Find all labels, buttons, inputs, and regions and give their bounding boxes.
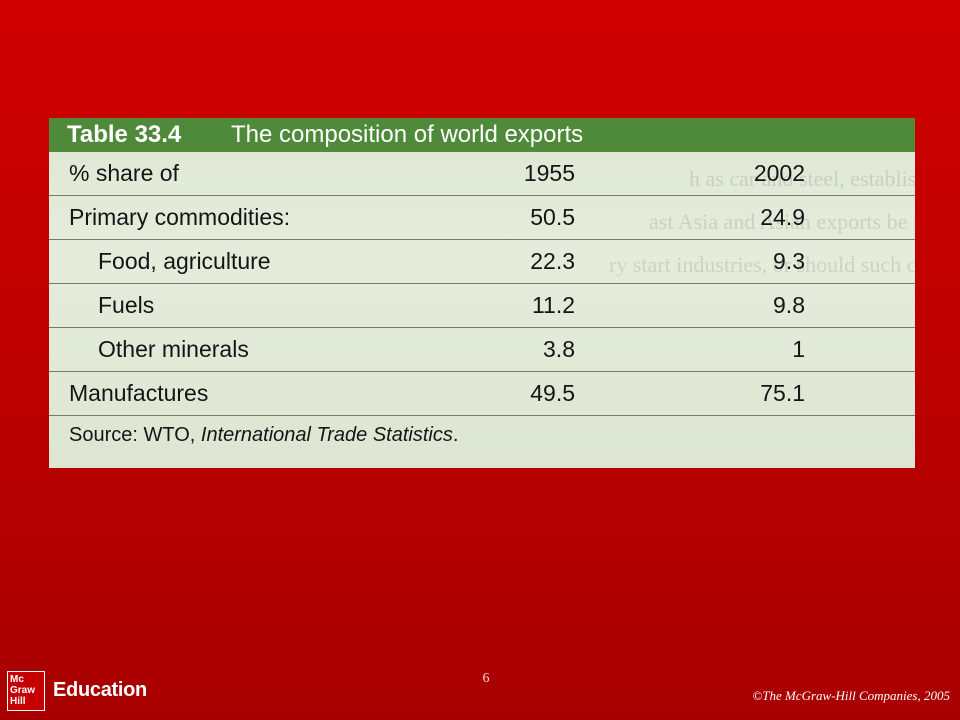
row-value-2002: 24.9	[760, 204, 805, 230]
table-header-row: % share of 1955 2002	[49, 152, 915, 196]
table-row: Primary commodities: 50.5 24.9	[49, 196, 915, 240]
mcgraw-hill-logo-box: Mc Graw Hill	[7, 671, 45, 711]
table-row: Manufactures 49.5 75.1	[49, 372, 915, 416]
logo-line-hill: Hill	[10, 696, 26, 707]
table-row: Other minerals 3.8 1	[49, 328, 915, 372]
row-value-2002: 9.3	[773, 248, 805, 274]
row-value-2002: 75.1	[760, 380, 805, 406]
logo-line-mc: Mc	[10, 674, 24, 685]
row-label: Other minerals	[98, 336, 249, 362]
row-value-1955: 49.5	[530, 380, 575, 406]
source-suffix: .	[452, 424, 459, 446]
row-value-1955: 22.3	[530, 248, 575, 274]
row-value-2002: 9.8	[773, 292, 805, 318]
page-number: 6	[482, 671, 490, 686]
row-value-1955: 3.8	[543, 336, 575, 362]
column-header-2002: 2002	[753, 160, 805, 186]
row-label: Primary commodities:	[69, 204, 291, 230]
source-title: International Trade Statistics	[200, 424, 453, 446]
row-label: Food, agriculture	[98, 248, 271, 274]
copyright-notice: ©The McGraw-Hill Companies, 2005	[752, 688, 950, 703]
row-label: Manufactures	[69, 380, 209, 406]
row-value-1955: 50.5	[530, 204, 575, 230]
table-number: Table 33.4	[67, 121, 182, 148]
column-header-1955: 1955	[523, 160, 575, 186]
table-image: h as car and steel, establish firms in E…	[49, 118, 915, 468]
table-header: Table 33.4 The composition of world expo…	[49, 118, 915, 152]
table-row: Food, agriculture 22.3 9.3	[49, 240, 915, 284]
row-label: Fuels	[98, 292, 155, 318]
source-prefix: Source: WTO,	[69, 424, 201, 446]
row-value-2002: 1	[792, 336, 805, 362]
row-value-1955: 11.2	[531, 292, 575, 318]
column-header-label: % share of	[69, 160, 179, 186]
source-note: Source: WTO, International Trade Statist…	[69, 424, 458, 447]
table-row: Fuels 11.2 9.8	[49, 284, 915, 328]
logo-wordmark: Education	[53, 679, 147, 701]
logo-line-graw: Graw	[10, 685, 36, 696]
table-title: The composition of world exports	[231, 121, 584, 148]
